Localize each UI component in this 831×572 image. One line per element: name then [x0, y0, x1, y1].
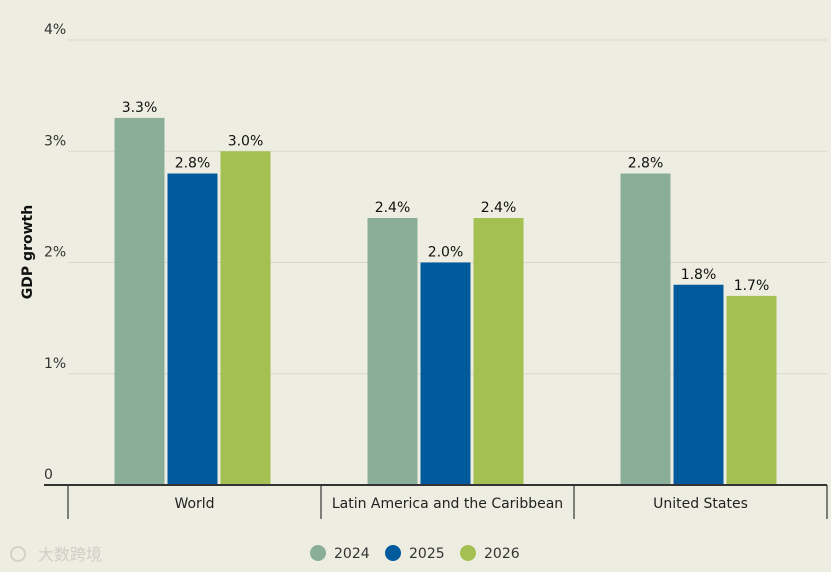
watermark-logo-icon [10, 546, 26, 562]
data-label-2024-0: 3.3% [122, 100, 158, 116]
category-label-0: World [174, 496, 214, 512]
bar-2024-2 [620, 173, 671, 485]
bar-2025-1 [420, 262, 471, 485]
bar-2025-0 [167, 173, 218, 485]
bar-2026-2 [726, 295, 777, 485]
y-tick-label-1: 1% [44, 356, 66, 372]
bar-group-1: 2.4% 2.0% 2.4% [367, 200, 524, 485]
legend: 2024 2025 2026 [310, 545, 520, 562]
data-label-2025-0: 2.8% [175, 156, 211, 172]
data-label-2024-1: 2.4% [375, 200, 411, 216]
bar-2024-1 [367, 218, 418, 485]
bar-groups: 3.3% 2.8% 3.0% 2.4% 2.0% 2.4% 2.8% 1.8% 1.7% [114, 100, 777, 485]
watermark: 大数跨境 [10, 545, 102, 564]
data-label-2026-0: 3.0% [228, 133, 264, 149]
legend-label-2026: 2026 [484, 546, 520, 562]
bar-group-0: 3.3% 2.8% 3.0% [114, 100, 271, 485]
watermark-text: 大数跨境 [38, 545, 102, 564]
y-tick-label-2: 2% [44, 245, 66, 261]
legend-label-2025: 2025 [409, 546, 445, 562]
y-tick-label-4: 4% [44, 22, 66, 38]
y-tick-label-3: 3% [44, 133, 66, 149]
legend-marker-2026 [460, 545, 476, 561]
data-label-2026-1: 2.4% [481, 200, 517, 216]
bar-2026-0 [220, 151, 271, 485]
bar-2026-1 [473, 218, 524, 485]
y-axis-label: GDP growth [20, 205, 36, 299]
bar-2024-0 [114, 117, 165, 485]
x-axis: World Latin America and the Caribbean Unit… [44, 484, 828, 519]
data-label-2025-1: 2.0% [428, 245, 464, 261]
y-tick-label-0: 0 [44, 467, 53, 483]
data-label-2024-2: 2.8% [628, 156, 664, 172]
data-label-2025-2: 1.8% [681, 267, 717, 283]
legend-marker-2024 [310, 545, 326, 561]
category-label-1: Latin America and the Caribbean [332, 496, 563, 512]
bar-group-2: 2.8% 1.8% 1.7% [620, 156, 777, 485]
y-axis-ticks: 0 1% 2% 3% 4% [44, 22, 66, 483]
category-label-2: United States [653, 496, 748, 512]
data-label-2026-2: 1.7% [734, 278, 770, 294]
legend-marker-2025 [385, 545, 401, 561]
legend-label-2024: 2024 [334, 546, 370, 562]
bar-2025-2 [673, 284, 724, 485]
